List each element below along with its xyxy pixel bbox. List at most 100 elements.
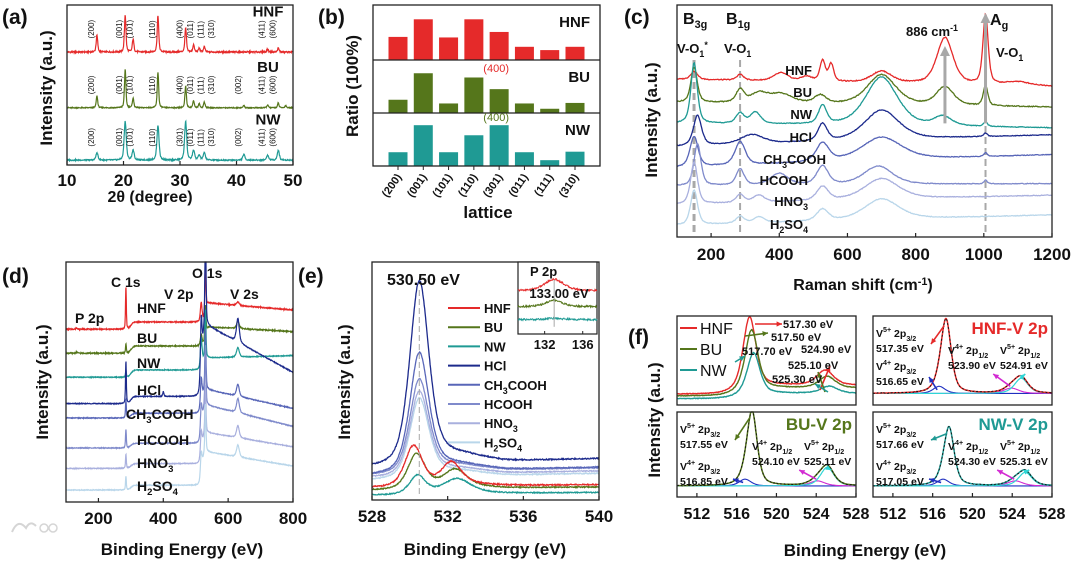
arrow-head-icon [931,338,937,344]
peak-label: (011) [186,76,195,94]
bond-label: V-O1 [724,41,751,59]
peak-label: C 1s [111,274,141,290]
v2p-fit-frame-hnf [872,315,1053,406]
series-line-hcl [677,109,1052,147]
inset-line-hnf [517,277,598,292]
bar-nw-1 [413,125,433,166]
panel-label: (a) [2,6,28,29]
y-axis-label: Ratio (100%) [343,35,362,137]
series-line-hnf [371,444,600,489]
x-tick-label: 200 [697,245,725,264]
peak-label: (101) [126,19,135,38]
bar-hnf-0 [388,36,408,60]
y-axis-label: Intensity (a.u.) [642,62,661,177]
x-tick-label: (110) [456,172,480,200]
peak-position-label: 525.11 eV [804,456,851,468]
series-line-ch3cooh [65,329,294,421]
x-tick-label: (301) [481,172,506,200]
x-tick-label: 800 [279,509,307,528]
series-label: HCl [137,382,161,398]
series-line-hcooh [65,345,294,451]
bar-bu-6 [540,108,560,113]
peak-label: (110) [148,76,157,94]
series-label: HNO3 [774,194,808,212]
peak-position-label: 525.31 eV [1000,456,1048,468]
survey-plot-frame [65,261,294,503]
state-label: V4+ 2p3/2 [876,359,916,376]
series-label: H2SO4 [770,217,808,235]
peak-label: (111) [197,21,206,39]
peak-label: (411) [258,128,267,146]
legend-label: HNF [484,301,511,316]
peak-position-label: 525.10 eV [788,360,839,372]
y-axis-label: Intensity (a.u.) [33,324,52,439]
x-tick-label: 536 [509,507,537,526]
fit-title: NW-V 2p [978,415,1048,434]
series-label: BU [137,330,157,346]
x-tick-label: (011) [507,172,531,200]
bar-hnf-1 [413,19,433,60]
x-tick-label: (111) [532,172,556,199]
x-tick-label: 600 [833,245,861,264]
mode-label-b1g: B1g [726,11,750,31]
state-label: V5+ 2p1/2 [1000,439,1040,456]
series-line-h2so4 [65,403,294,492]
mode-label-ag: Ag [990,12,1008,32]
arrow-head-icon [817,372,823,378]
series-label: HNF [137,300,166,316]
x-axis-label: Raman shift (cm-1) [793,276,932,294]
raw-data-line [872,425,1053,487]
peak-label: (200) [87,19,96,38]
x-axis-label: Binding Energy (eV) [404,540,566,559]
arrow-head-icon [1019,374,1026,380]
peak-position-label: 517.55 eV [680,439,728,451]
x-tick-label: 516 [919,506,946,523]
x-tick-label: 528 [1039,506,1066,523]
peak-position-label: 524.10 eV [752,456,800,468]
arrow-head-icon [762,331,768,337]
arrow-up-icon [939,46,950,56]
x-tick-label: 400 [765,245,793,264]
panel-label: (d) [2,265,29,288]
inset-x-tick-label: 132 [534,337,556,352]
inset-title: P 2p [530,264,557,279]
peak-label: (001) [115,128,124,147]
arrow-head-icon [825,465,832,470]
bar-nw-6 [540,160,560,166]
bar-nw-4 [489,125,509,166]
legend-label: HCOOH [484,397,532,412]
inset-peak-label: 133.00 eV [529,286,589,301]
x-tick-label: 528 [358,507,386,526]
legend-label: NW [484,339,506,354]
peak-position-label: 517.66 eV [876,439,924,451]
bar-hnf-6 [540,50,560,60]
x-tick-label: 516 [723,506,750,523]
peak-position-label: 517.50 eV [771,332,822,344]
watermark-logo-icon [39,523,49,533]
x-tick-label: 540 [585,507,613,526]
bar-hnf-7 [565,46,585,60]
arrow-head-icon [1023,469,1030,475]
peak-label: (411) [258,76,267,94]
series-line-bu [66,69,294,110]
inset-line-bu [517,298,598,309]
peak-position-label: 516.65 eV [876,376,924,388]
mode-label-b3g: B3g [683,11,707,31]
series-label: HNF [253,3,284,20]
legend-label: HCl [484,359,506,374]
peak-label: (111) [197,129,206,147]
x-tick-label: 800 [901,245,929,264]
state-label: V4+ 2p3/2 [680,459,720,476]
peak-label: (411) [258,20,267,38]
bar-bu-1 [413,73,433,113]
peak-position-label: 523.90 eV [948,360,996,372]
series-line-bu [371,452,600,491]
arrow-head-icon [799,470,806,475]
state-label: V5+ 2p1/2 [804,439,844,456]
bar-bu-7 [565,102,585,113]
legend-label: NW [700,363,728,380]
arrow-head-icon [931,435,937,441]
bar-hnf-3 [464,19,484,60]
x-tick-label: 600 [214,509,242,528]
peak-position-label: 517.35 eV [876,343,924,355]
